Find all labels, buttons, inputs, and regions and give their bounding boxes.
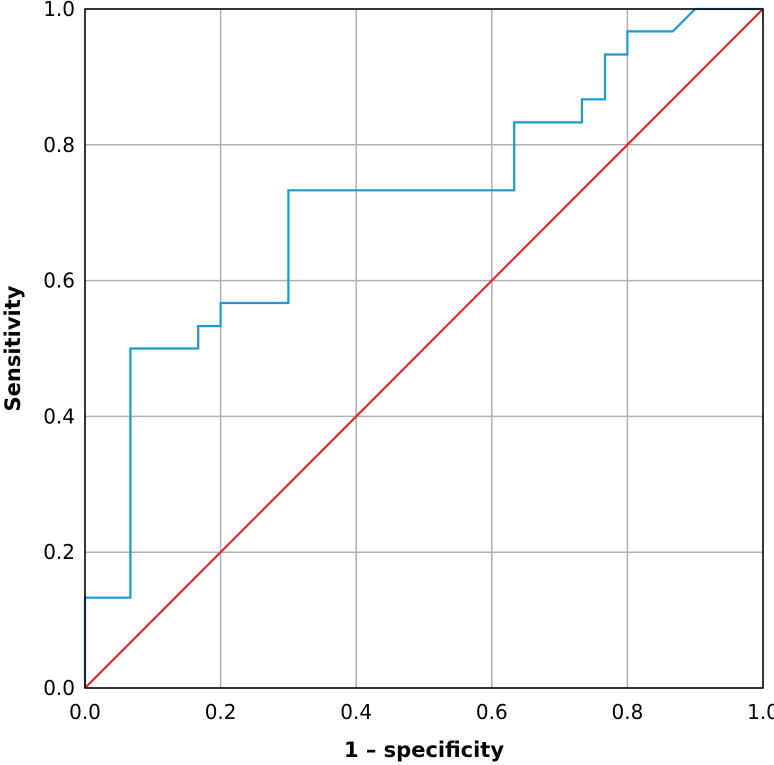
y-tick-label: 0.8 bbox=[43, 133, 75, 157]
y-tick-label: 0.0 bbox=[43, 676, 75, 700]
x-tick-label: 0.0 bbox=[69, 700, 101, 724]
y-tick-labels: 0.0 0.2 0.4 0.6 0.8 1.0 bbox=[43, 0, 75, 700]
y-tick-label: 0.2 bbox=[43, 540, 75, 564]
series-layer bbox=[83, 7, 764, 689]
x-tick-labels: 0.0 0.2 0.4 0.6 0.8 1.0 bbox=[69, 700, 774, 724]
y-tick-label: 0.4 bbox=[43, 404, 75, 428]
y-tick-label: 1.0 bbox=[43, 0, 75, 21]
x-tick-label: 0.2 bbox=[205, 700, 237, 724]
plot-frame bbox=[84, 8, 764, 689]
x-tick-label: 0.8 bbox=[611, 700, 643, 724]
roc-curve-line bbox=[83, 7, 763, 688]
x-tick-label: 0.4 bbox=[340, 700, 372, 724]
x-tick-label: 0.6 bbox=[476, 700, 508, 724]
y-axis-title: Sensitivity bbox=[1, 285, 25, 411]
x-tick-label: 1.0 bbox=[747, 700, 774, 724]
y-tick-label: 0.6 bbox=[43, 269, 75, 293]
x-axis-title: 1 – specificity bbox=[344, 738, 504, 762]
reference-diagonal-line bbox=[84, 8, 764, 689]
